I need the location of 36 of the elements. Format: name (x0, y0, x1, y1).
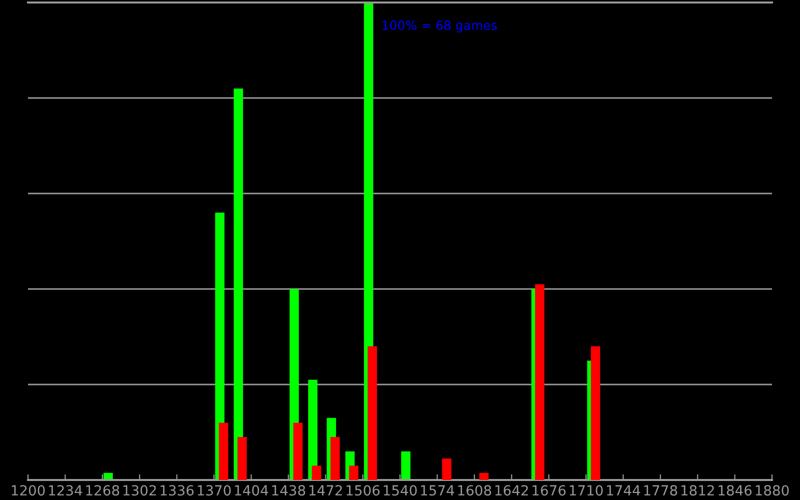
x-tick-label: 1540 (384, 485, 417, 496)
bar (368, 346, 377, 480)
bar (349, 466, 358, 480)
bar (442, 458, 452, 480)
bar (479, 472, 489, 480)
bar (401, 451, 410, 480)
annotation: 100% = 68 games (382, 20, 497, 32)
x-tick-label: 1302 (123, 485, 156, 496)
bar (312, 466, 322, 480)
bar (330, 437, 340, 480)
x-tick-label: 1778 (644, 485, 678, 496)
bar (293, 422, 303, 480)
x-tick-label: 1472 (309, 485, 342, 496)
x-tick-label: 1438 (272, 485, 306, 496)
x-tick-label: 1370 (198, 485, 231, 496)
x-tick-label: 1880 (756, 485, 789, 496)
bar (308, 380, 318, 480)
x-tick-label: 1404 (235, 485, 268, 496)
bar (535, 284, 544, 480)
bar (237, 437, 247, 480)
x-tick-label: 1608 (458, 485, 492, 496)
x-tick-label: 1642 (495, 485, 528, 496)
x-tick-label: 1846 (718, 485, 752, 496)
bar (218, 422, 228, 480)
x-tick-label: 1268 (86, 485, 120, 496)
x-tick-label: 1336 (160, 485, 194, 496)
bar (590, 346, 600, 480)
x-tick-label: 1710 (570, 485, 603, 496)
x-tick-label: 1200 (12, 485, 45, 496)
x-tick-label: 1812 (681, 485, 714, 496)
x-tick-label: 1234 (49, 485, 82, 496)
x-tick-label: 1506 (346, 485, 380, 496)
x-tick-label: 1676 (532, 485, 566, 496)
bar (234, 88, 244, 480)
x-tick-label: 1574 (421, 485, 454, 496)
x-tick-label: 1744 (607, 485, 640, 496)
